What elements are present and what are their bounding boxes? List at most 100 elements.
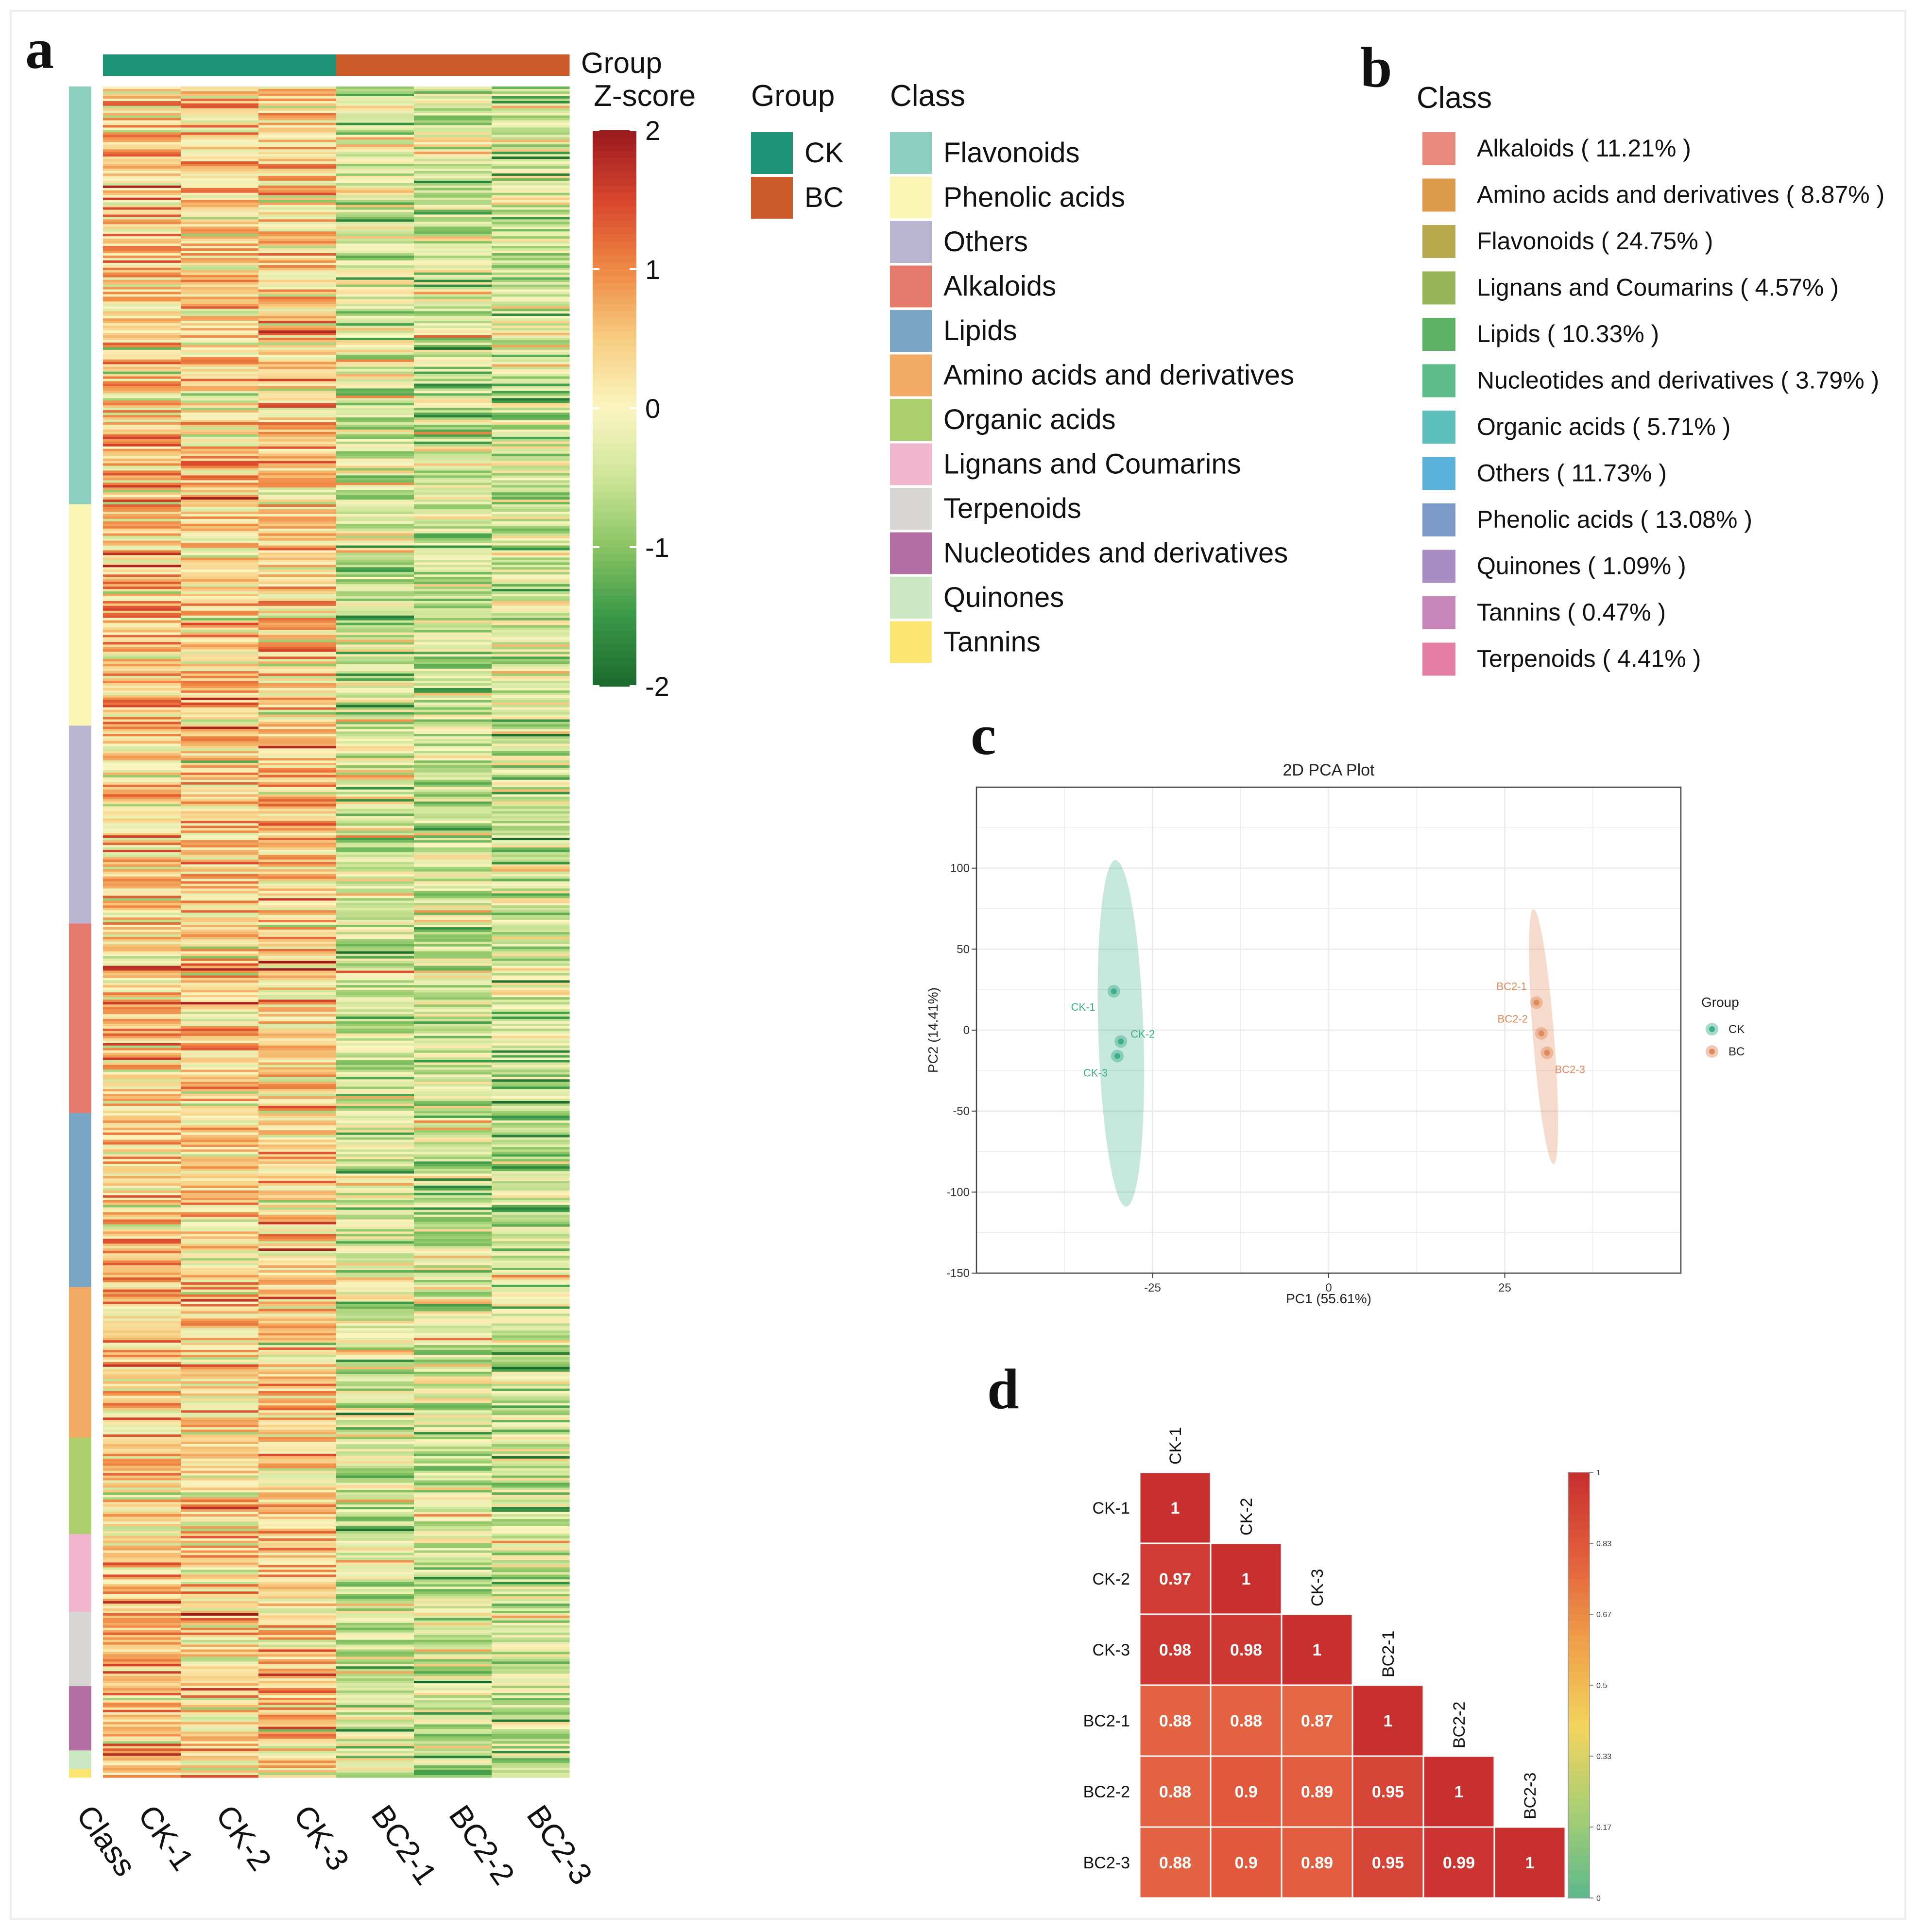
- heatmap-cell: [103, 1483, 181, 1486]
- heatmap-cell: [258, 475, 337, 478]
- heatmap-cell: [258, 1171, 337, 1174]
- group-annotation-cell: [181, 54, 259, 76]
- heatmap-cell: [103, 908, 181, 911]
- heatmap-cell: [492, 497, 570, 500]
- heatmap-cell: [181, 88, 259, 92]
- corr-colorbar-tick-label: 0.67: [1596, 1611, 1611, 1619]
- heatmap-cell: [492, 548, 570, 551]
- heatmap-cell: [492, 209, 570, 213]
- heatmap-cell: [181, 789, 259, 793]
- heatmap-cell: [181, 664, 259, 667]
- heatmap-cell: [492, 1007, 570, 1010]
- heatmap-cell: [258, 1521, 337, 1524]
- heatmap-cell: [103, 502, 181, 505]
- heatmap-cell: [181, 930, 259, 932]
- heatmap-cell: [103, 287, 181, 290]
- heatmap-cell: [103, 115, 181, 119]
- heatmap-cell: [492, 533, 570, 536]
- heatmap-cell: [492, 862, 570, 865]
- heatmap-cell: [181, 1736, 259, 1740]
- zscore-colorbar-segment: [593, 457, 636, 465]
- heatmap-cell: [414, 352, 492, 355]
- heatmap-cell: [103, 1079, 181, 1082]
- heatmap-cell: [336, 122, 414, 126]
- heatmap-cell: [181, 468, 259, 471]
- heatmap-cell: [258, 816, 337, 819]
- heatmap-cell: [181, 192, 259, 196]
- corr-cell-value: 0.88: [1159, 1712, 1191, 1730]
- heatmap-cell: [258, 1560, 337, 1563]
- heatmap-cell: [103, 1478, 181, 1481]
- heatmap-cell: [336, 1620, 414, 1623]
- heatmap-cell: [181, 1639, 259, 1643]
- heatmap-cell: [181, 132, 259, 136]
- heatmap-cell: [414, 1659, 492, 1662]
- heatmap-cell: [414, 1458, 492, 1462]
- heatmap-cell: [336, 862, 414, 865]
- heatmap-cell: [336, 673, 414, 676]
- heatmap-cell: [336, 1296, 414, 1300]
- heatmap-cell: [336, 1137, 414, 1140]
- heatmap-cell: [336, 729, 414, 732]
- class-legend-swatch: [890, 443, 932, 485]
- heatmap-cell: [336, 1186, 414, 1189]
- heatmap-cell: [103, 1567, 181, 1570]
- heatmap-cell: [492, 1473, 570, 1476]
- heatmap-cell: [103, 246, 181, 249]
- heatmap-cell: [181, 354, 259, 358]
- heatmap-cell: [103, 1398, 181, 1401]
- heatmap-cell: [492, 374, 570, 377]
- heatmap-cell: [492, 1666, 570, 1669]
- heatmap-cell: [414, 371, 492, 375]
- heatmap-cell: [336, 1048, 414, 1051]
- heatmap-cell: [258, 202, 337, 206]
- heatmap-cell: [492, 1186, 570, 1189]
- heatmap-cell: [103, 1277, 181, 1280]
- heatmap-cell: [103, 1343, 181, 1346]
- heatmap-cell: [103, 538, 181, 541]
- heatmap-cell: [414, 1113, 492, 1116]
- heatmap-cell: [414, 676, 492, 679]
- heatmap-cell: [181, 1118, 259, 1121]
- heatmap-cell: [103, 1601, 181, 1604]
- heatmap-cell: [258, 1343, 337, 1346]
- heatmap-cell: [103, 1639, 181, 1643]
- heatmap-cell: [414, 1751, 492, 1754]
- heatmap-cell: [336, 1243, 414, 1246]
- heatmap-cell: [492, 122, 570, 126]
- heatmap-cell: [336, 103, 414, 106]
- heatmap-cell: [181, 376, 259, 380]
- heatmap-cell: [181, 1719, 259, 1723]
- heatmap-cell: [336, 1606, 414, 1609]
- heatmap-cell: [103, 717, 181, 720]
- heatmap-cell: [492, 1637, 570, 1640]
- heatmap-cell: [103, 504, 181, 507]
- heatmap-cell: [103, 1004, 181, 1007]
- heatmap-cell: [181, 767, 259, 771]
- pca-point-label: CK-1: [1071, 1001, 1095, 1013]
- heatmap-cell: [414, 719, 492, 723]
- heatmap-cell: [258, 1289, 337, 1293]
- heatmap-cell: [336, 601, 414, 604]
- heatmap-cell: [336, 949, 414, 952]
- heatmap-cell: [414, 1724, 492, 1727]
- heatmap-cell: [103, 1615, 181, 1619]
- heatmap-cell: [492, 173, 570, 176]
- heatmap-cell: [258, 125, 337, 128]
- heatmap-cell: [181, 1717, 259, 1720]
- heatmap-cell: [103, 652, 181, 655]
- heatmap-cell: [181, 1449, 259, 1452]
- heatmap-cell: [103, 349, 181, 353]
- heatmap-cell: [492, 1726, 570, 1730]
- heatmap-cell: [258, 388, 337, 391]
- heatmap-cell: [414, 164, 492, 167]
- heatmap-cell: [103, 1279, 181, 1283]
- heatmap-cell: [336, 722, 414, 725]
- heatmap-cell: [414, 1531, 492, 1534]
- heatmap-cell: [103, 1376, 181, 1380]
- heatmap-cell: [492, 898, 570, 901]
- heatmap-cell: [492, 1709, 570, 1713]
- heatmap-cell: [492, 105, 570, 109]
- heatmap-cell: [181, 1040, 259, 1044]
